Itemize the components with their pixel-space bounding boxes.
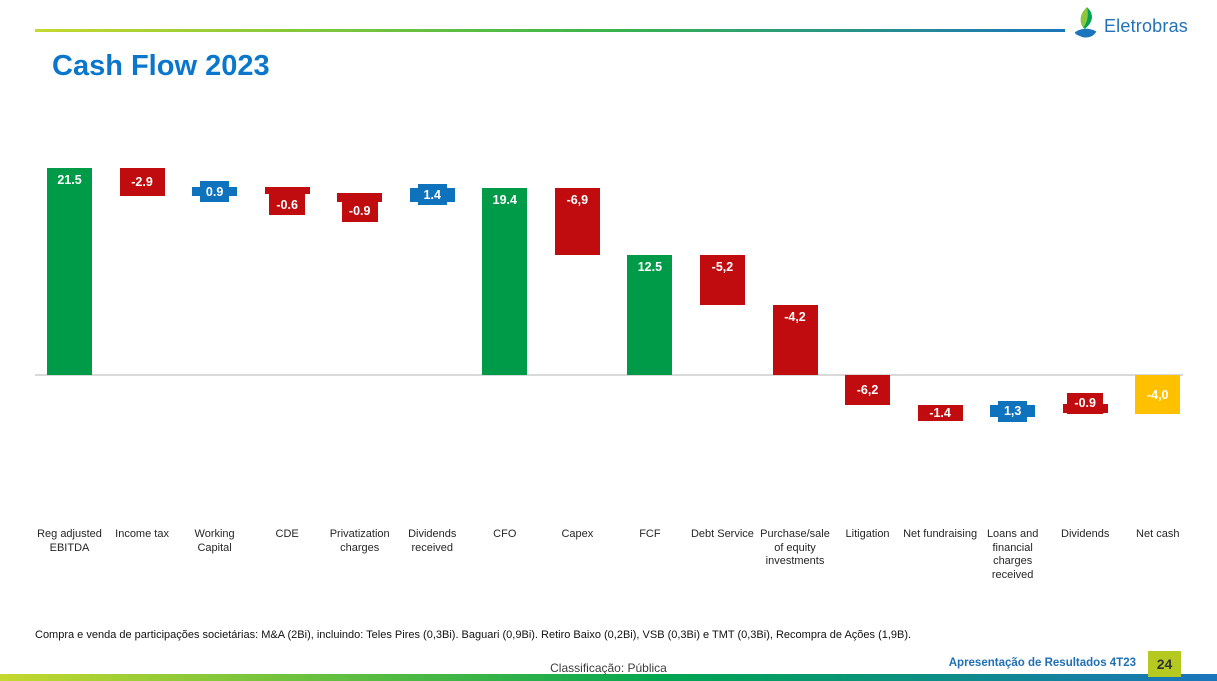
bar-value-label: 19.4: [492, 193, 517, 208]
category-label: Loans and financial charges received: [986, 528, 1039, 581]
waterfall-bar-privatization-charges: [337, 192, 383, 202]
category-label: Net fundraising: [903, 528, 978, 540]
bar-value-chip: -0.6: [269, 194, 306, 216]
category-label: Net cash: [1136, 528, 1180, 540]
bar-value-chip: 1.4: [417, 184, 447, 206]
bar-value-label: -6,2: [856, 382, 879, 397]
category-label: FCF: [639, 528, 661, 540]
waterfall-bar-fcf: 12.5: [627, 254, 673, 375]
bar-value-label: 21.5: [57, 172, 82, 187]
eletrobras-leaf-icon: [1071, 6, 1101, 47]
bar-value-chip: 1,3: [998, 400, 1028, 422]
page-number-badge: 24: [1148, 651, 1181, 677]
footnote-text: Compra e venda de participações societár…: [35, 629, 912, 641]
category-label: Purchase/sale of equity investments: [760, 528, 830, 567]
category-label: Capex: [561, 528, 594, 540]
category-label: Working Capital: [194, 528, 235, 554]
bar-value-chip: -0.9: [1067, 392, 1104, 414]
zero-axis-line: [35, 374, 1183, 376]
category-label: Reg adjusted EBITDA: [37, 528, 102, 554]
category-label: Litigation: [845, 528, 890, 540]
bar-value-chip: -0.9: [341, 200, 378, 222]
waterfall-bar-net-cash: -4,0: [1135, 375, 1181, 415]
eletrobras-logo-text: Eletrobras: [1103, 16, 1188, 36]
waterfall-bar-cde: [264, 187, 310, 195]
page-title: Cash Flow 2023: [52, 50, 270, 82]
bar-value-label: -5,2: [711, 259, 734, 274]
bar-value-chip: 0.9: [200, 181, 230, 203]
bar-value-label: -6,9: [566, 193, 589, 208]
category-label: Privatization charges: [329, 528, 390, 554]
classification-label: Classificação: Pública: [550, 661, 667, 675]
eletrobras-logo: Eletrobras: [1071, 6, 1188, 47]
waterfall-bar-litigation: -6,2: [845, 375, 891, 405]
bottom-gradient-strip: [0, 674, 1217, 681]
waterfall-bar-income-tax: -2.9: [119, 167, 165, 196]
bar-value-label: -1.4: [929, 405, 951, 420]
waterfall-bar-cfo: 19.4: [482, 188, 528, 375]
waterfall-bar-capex: -6,9: [554, 188, 600, 255]
waterfall-bar-reg-adjusted-ebitda: 21.5: [47, 167, 92, 375]
top-divider-line: [35, 29, 1065, 32]
waterfall-bar-purchase-sale-of-equity-investments: -4,2: [772, 304, 818, 375]
category-label: Dividends received: [408, 528, 457, 554]
bar-value-label: -4,2: [784, 309, 806, 324]
waterfall-bar-debt-service: -5,2: [699, 254, 745, 305]
category-label: Debt Service: [690, 528, 754, 540]
bar-value-label: 12.5: [637, 259, 663, 274]
bar-value-label: -2.9: [131, 174, 153, 189]
category-label: Dividends: [1061, 528, 1110, 540]
category-label: CDE: [275, 528, 299, 540]
bar-value-label: -4,0: [1146, 387, 1169, 402]
presentation-title-label: Apresentação de Resultados 4T23: [948, 657, 1136, 669]
category-label: CFO: [493, 528, 517, 540]
waterfall-bar-net-fundraising: -1.4: [917, 404, 963, 421]
category-label: Income tax: [115, 528, 169, 540]
